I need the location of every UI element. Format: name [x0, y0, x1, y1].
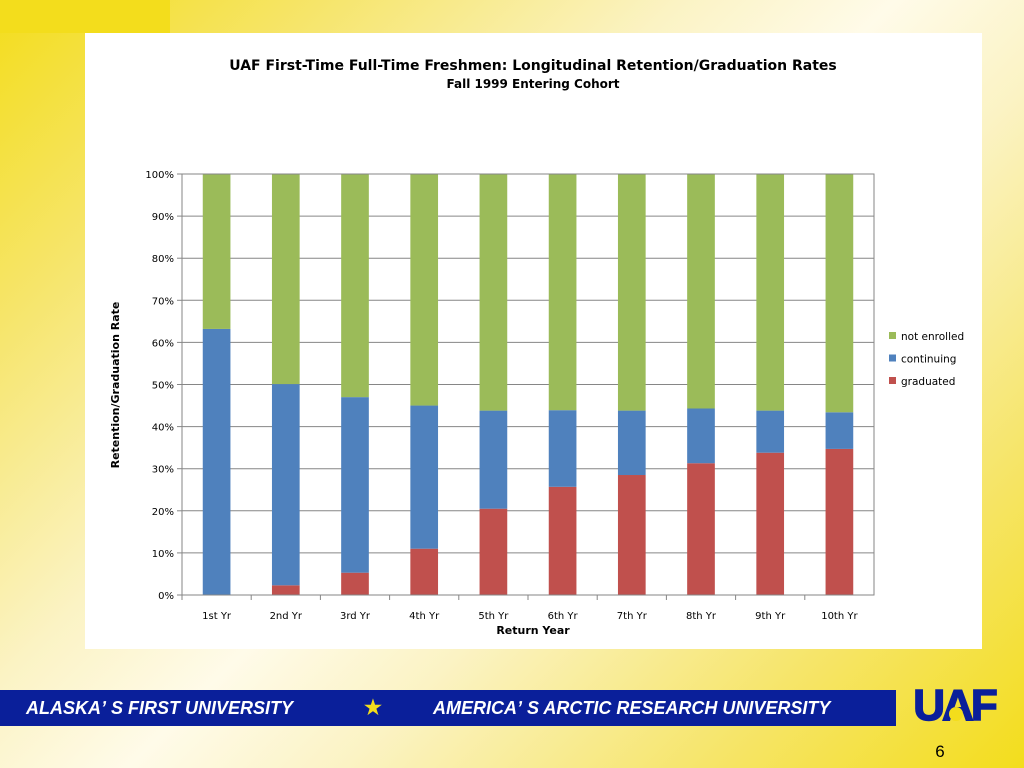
x-tick-label: 7th Yr [617, 611, 648, 622]
y-tick-label: 20% [152, 507, 174, 518]
bars [202, 174, 854, 595]
y-tick-label: 90% [152, 212, 174, 223]
bar-segment-not-enrolled [202, 174, 231, 329]
bar-segment-not-enrolled [756, 174, 785, 411]
y-tick-label: 100% [145, 170, 174, 181]
legend-label: graduated [901, 376, 955, 388]
page-number: 6 [935, 742, 945, 761]
bar-segment-not-enrolled [548, 174, 577, 411]
bar-segment-graduated [756, 452, 785, 595]
legend-swatch [889, 354, 896, 362]
bar-segment-continuing [756, 410, 785, 453]
y-tick-label: 40% [152, 423, 174, 434]
bar-segment-continuing [617, 410, 646, 476]
bar-segment-graduated [687, 463, 715, 595]
bar-segment-not-enrolled [410, 174, 439, 406]
banner-right-text: AMERICAʼ S ARCTIC RESEARCH UNIVERSITY [433, 698, 831, 718]
bar-segment-continuing [202, 328, 231, 595]
x-tick-label: 1st Yr [202, 611, 232, 622]
uaf-logo: UAF [913, 680, 1000, 728]
bar-segment-continuing [687, 408, 715, 464]
corner-accent-block [0, 0, 170, 33]
bar-segment-not-enrolled [687, 174, 715, 409]
uaf-logo-text: UAF [913, 681, 997, 728]
x-tick-label: 10th Yr [821, 611, 858, 622]
y-axis-label: Retention/Graduation Rate [109, 302, 122, 469]
bar-segment-graduated [341, 572, 369, 595]
y-tick-label: 0% [158, 591, 174, 602]
y-tick-label: 10% [152, 549, 174, 560]
y-tick-label: 60% [152, 338, 174, 349]
x-tick-label: 9th Yr [755, 611, 786, 622]
bar-segment-not-enrolled [825, 174, 854, 413]
x-tick-label: 8th Yr [686, 611, 717, 622]
chart-subtitle: Fall 1999 Entering Cohort [446, 77, 619, 91]
footer-banner: ALASKAʼ S FIRST UNIVERSITY ★ AMERICAʼ S … [0, 690, 896, 726]
bar-segment-continuing [410, 405, 439, 549]
bar-segment-graduated [617, 475, 646, 595]
bar-segment-graduated [825, 448, 854, 595]
y-tick-label: 70% [152, 296, 174, 307]
y-tick-labels: 0% 10% 20% 30% 40% 50% 60% 70% 80% 90% 100% [145, 170, 174, 602]
bar-segment-graduated [548, 486, 577, 595]
legend-swatch [889, 332, 896, 339]
x-tick-label: 6th Yr [548, 611, 579, 622]
bar-segment-graduated [479, 508, 508, 595]
bar-segment-continuing [479, 410, 508, 509]
bar-segment-graduated [271, 585, 300, 595]
bar-segment-continuing [548, 410, 577, 487]
bar-segment-graduated [410, 548, 439, 595]
bar-segment-not-enrolled [479, 174, 508, 411]
bar-segment-not-enrolled [341, 174, 369, 398]
bar-segment-continuing [341, 397, 369, 573]
chart: UAF First-Time Full-Time Freshmen: Longi… [109, 58, 964, 637]
chart-title: UAF First-Time Full-Time Freshmen: Longi… [229, 58, 836, 74]
bar-segment-not-enrolled [271, 174, 300, 385]
legend-swatch [889, 377, 896, 384]
bar-segment-continuing [825, 412, 854, 449]
logo-emblem [949, 707, 963, 721]
bar-segment-not-enrolled [617, 174, 646, 411]
x-tick-label: 3rd Yr [340, 611, 371, 622]
plot-frame [181, 173, 875, 596]
bar-segment-continuing [271, 384, 300, 586]
legend: not enrolled continuing graduated [889, 331, 964, 388]
legend-label: continuing [901, 354, 956, 366]
x-tick-label: 5th Yr [478, 611, 509, 622]
banner-left-text: ALASKAʼ S FIRST UNIVERSITY [26, 698, 294, 718]
x-tick-label: 2nd Yr [270, 611, 303, 622]
x-axis-label: Return Year [496, 624, 570, 637]
y-tick-label: 50% [152, 381, 174, 392]
legend-label: not enrolled [901, 331, 964, 343]
y-tick-label: 30% [152, 465, 174, 476]
star-icon: ★ [364, 697, 382, 719]
x-tick-label: 4th Yr [409, 611, 440, 622]
y-tick-label: 80% [152, 254, 174, 265]
x-tick-labels: 1st Yr 2nd Yr 3rd Yr 4th Yr 5th Yr 6th Yr 7th … [202, 611, 858, 622]
